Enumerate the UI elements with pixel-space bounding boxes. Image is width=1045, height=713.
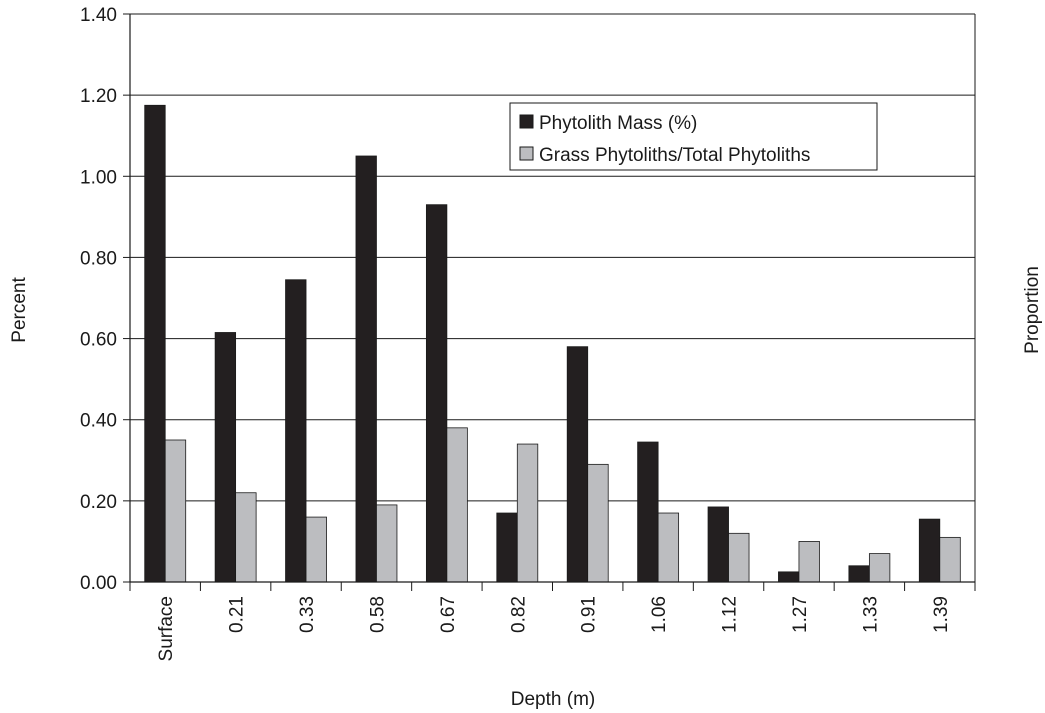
legend-swatch-grass-ratio <box>519 146 534 161</box>
bar-phytolith-mass <box>707 506 729 583</box>
x-tick-label: 0.58 <box>367 596 388 633</box>
x-tick-label: 1.33 <box>860 596 881 633</box>
bar-grass-ratio <box>235 492 257 583</box>
x-tick-label: 0.82 <box>508 596 529 633</box>
y-tick-label: 1.40 <box>80 5 117 26</box>
x-tick-label: 1.12 <box>720 596 741 633</box>
bar-phytolith-mass <box>918 518 941 583</box>
bar-grass-ratio <box>657 512 680 583</box>
y-tick-label: 1.20 <box>80 86 117 107</box>
y-tick-label: 0.40 <box>80 411 117 432</box>
bar-phytolith-mass <box>778 571 800 583</box>
legend-swatch-phytolith-mass <box>519 114 534 129</box>
bars <box>144 104 961 583</box>
y-axis-title: Percent <box>9 277 30 343</box>
bar-phytolith-mass <box>144 104 166 583</box>
bar-grass-ratio <box>868 553 891 583</box>
bar-grass-ratio <box>939 536 961 583</box>
bar-grass-ratio <box>376 504 398 583</box>
gridlines <box>130 13 975 502</box>
bar-grass-ratio <box>516 443 539 583</box>
x-tick-label: Surface <box>156 596 177 661</box>
bar-grass-ratio <box>305 516 327 583</box>
bar-phytolith-mass <box>214 332 237 583</box>
x-axis-title: Depth (m) <box>511 689 595 710</box>
x-tick-label: 0.91 <box>579 596 600 633</box>
legend: Phytolith Mass (%) Grass Phytoliths/Tota… <box>509 102 878 171</box>
bar-phytolith-mass <box>496 512 518 583</box>
bar-phytolith-mass <box>425 204 448 583</box>
bar-phytolith-mass <box>848 565 870 583</box>
x-tick-label: 1.27 <box>790 596 811 633</box>
y-tick-label: 0.80 <box>80 248 117 269</box>
axes <box>123 13 976 591</box>
y-tick-labels: 0.00 0.20 0.40 0.60 0.80 1.00 1.20 1.40 <box>80 5 117 594</box>
x-tick-label: 1.39 <box>931 596 952 633</box>
bar-grass-ratio <box>164 439 187 583</box>
legend-box <box>509 102 878 171</box>
bar-grass-ratio <box>587 463 609 583</box>
bar-grass-ratio <box>798 541 820 583</box>
bar-phytolith-mass <box>566 346 589 583</box>
y-tick-label: 0.20 <box>80 492 117 513</box>
y-tick-label: 1.00 <box>80 167 117 188</box>
legend-label-phytolith-mass: Phytolith Mass (%) <box>539 113 697 134</box>
bar-grass-ratio <box>446 427 468 583</box>
x-tick-label: 0.21 <box>227 596 248 633</box>
x-tick-label: 1.06 <box>649 596 670 633</box>
x-tick-labels: Surface 0.21 0.33 0.58 0.67 0.82 0.91 1.06 1.12 1… <box>156 596 952 661</box>
y-tick-label: 0.60 <box>80 330 117 351</box>
legend-label-grass-ratio: Grass Phytoliths/Total Phytoliths <box>539 145 810 166</box>
bar-phytolith-mass <box>637 441 659 583</box>
bar-phytolith-mass <box>355 155 377 583</box>
secondary-y-axis-title: Proportion <box>1022 266 1043 354</box>
y-tick-label: 0.00 <box>80 573 117 594</box>
bar-grass-ratio <box>728 532 750 583</box>
x-tick-label: 0.67 <box>438 596 459 633</box>
bar-phytolith-mass <box>285 279 307 583</box>
x-tick-label: 0.33 <box>297 596 318 633</box>
